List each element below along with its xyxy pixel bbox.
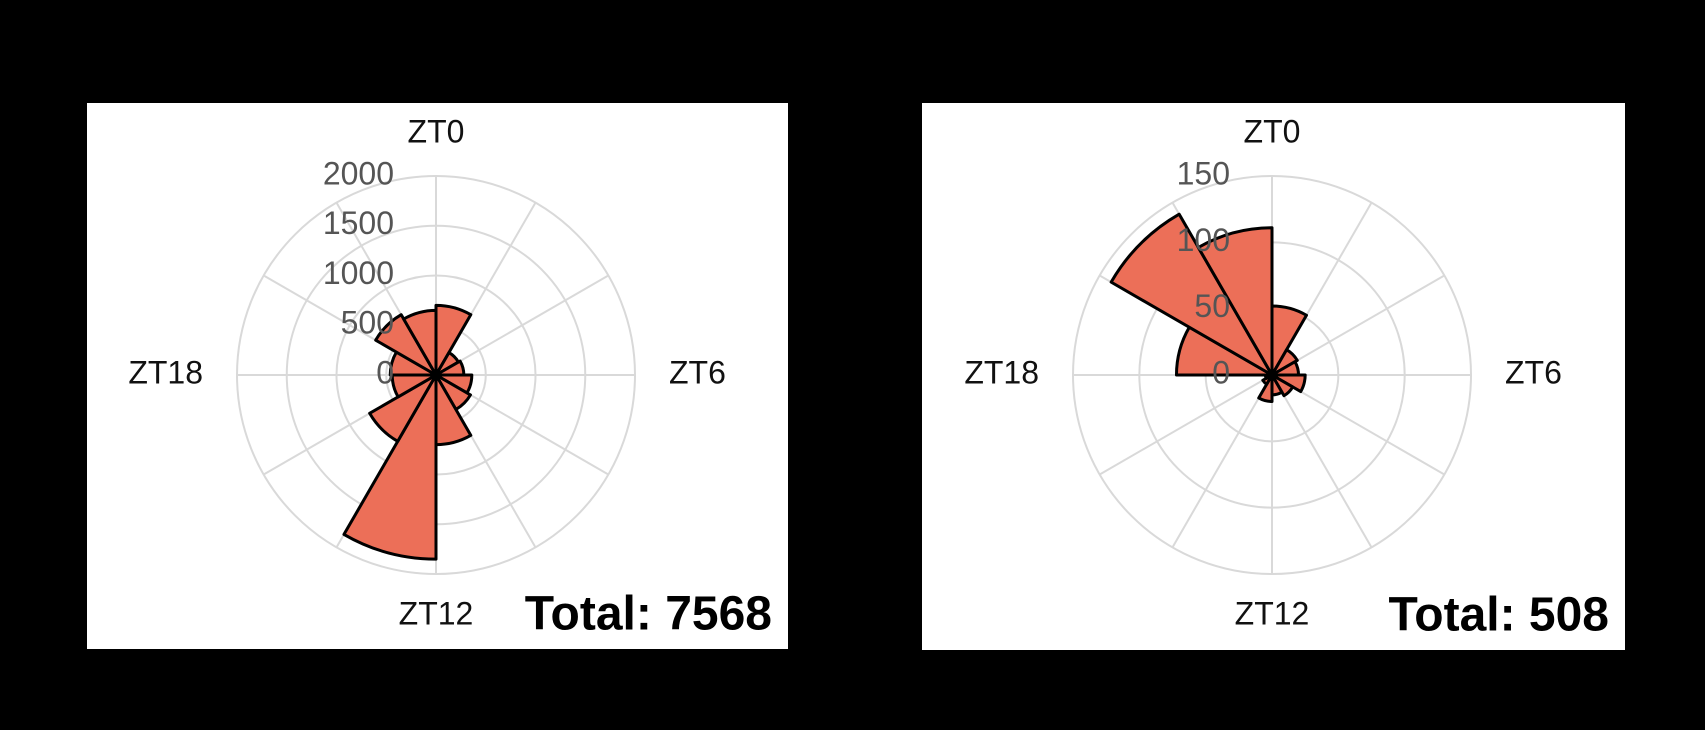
r-tick-label: 2000: [323, 155, 394, 191]
annotation: Total: 508: [1389, 589, 1610, 642]
angle-label: ZT12: [1235, 595, 1310, 631]
bar: [1109, 212, 1274, 377]
angle-label: ZT6: [1505, 354, 1562, 390]
r-tick-label: 50: [1194, 288, 1230, 324]
spoke: [1099, 374, 1273, 476]
bar: [374, 313, 438, 377]
r-tick-label: 0: [1212, 354, 1230, 390]
angle-label: ZT18: [964, 354, 1039, 390]
bar: [1196, 226, 1274, 377]
bar: [1270, 348, 1299, 377]
bar: [1270, 373, 1295, 398]
r-tick-label: 500: [341, 305, 394, 341]
angle-label: ZT0: [1244, 113, 1301, 149]
spoke: [1271, 274, 1445, 376]
spoke: [1171, 374, 1273, 548]
angle-label: ZT12: [399, 595, 474, 631]
angle-label: ZT0: [408, 113, 465, 149]
grid-circle: [1072, 175, 1472, 575]
r-tick-label: 100: [1177, 222, 1230, 258]
r-tick-label: 1500: [323, 205, 394, 241]
r-tick-label: 1000: [323, 255, 394, 291]
angle-label: ZT6: [669, 354, 726, 390]
annotation: Total: 7568: [525, 588, 772, 641]
panel: 0 50 100 150 ZT0 ZT6 ZT12 ZT18 Total: 508: [922, 103, 1625, 650]
bar: [342, 373, 438, 561]
r-tick-label: 0: [376, 354, 394, 390]
bar: [368, 373, 438, 443]
r-tick-label: 150: [1177, 155, 1230, 191]
grid-circle: [236, 175, 636, 575]
bar: [402, 308, 438, 377]
angle-label: ZT18: [128, 354, 203, 390]
panel: 0 500 1000 1500 2000 ZT0 ZT6 ZT12 ZT18 Total: 756…: [87, 103, 788, 649]
spoke: [1271, 374, 1373, 548]
